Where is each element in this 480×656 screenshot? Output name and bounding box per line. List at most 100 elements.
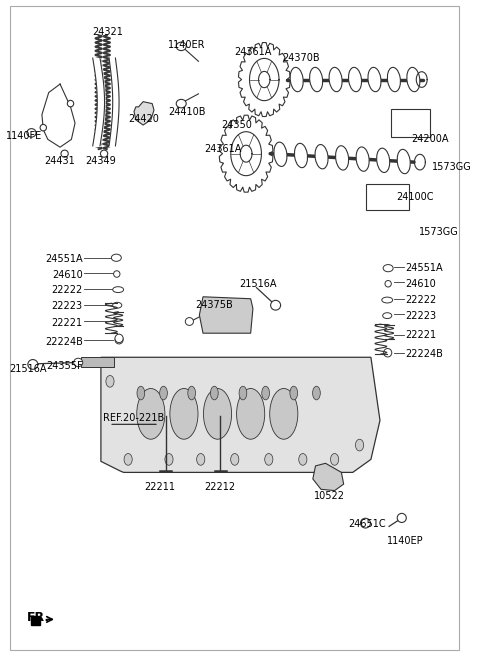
Polygon shape — [101, 358, 380, 472]
Ellipse shape — [294, 143, 308, 168]
Text: 22211: 22211 — [144, 482, 175, 493]
Ellipse shape — [115, 334, 123, 342]
Ellipse shape — [124, 453, 132, 465]
Text: 22222: 22222 — [51, 285, 83, 295]
Text: 24355F: 24355F — [46, 361, 83, 371]
Bar — [82, 358, 114, 367]
Text: 24651C: 24651C — [348, 520, 386, 529]
Text: 24375B: 24375B — [195, 300, 233, 310]
Ellipse shape — [40, 125, 47, 131]
Ellipse shape — [397, 150, 410, 174]
Text: 22223: 22223 — [405, 311, 436, 321]
Text: 22221: 22221 — [405, 329, 436, 340]
Text: 22224B: 22224B — [45, 337, 83, 347]
Ellipse shape — [114, 271, 120, 277]
Text: 1140EP: 1140EP — [386, 537, 423, 546]
Ellipse shape — [67, 100, 73, 107]
Ellipse shape — [137, 386, 144, 400]
Ellipse shape — [331, 453, 339, 465]
Ellipse shape — [239, 386, 247, 400]
Ellipse shape — [262, 386, 269, 400]
Ellipse shape — [271, 300, 281, 310]
Text: 21516A: 21516A — [10, 364, 47, 374]
Text: 24361A: 24361A — [234, 47, 272, 56]
Text: 24350: 24350 — [222, 120, 252, 130]
Ellipse shape — [312, 386, 320, 400]
Ellipse shape — [290, 68, 303, 92]
Ellipse shape — [61, 150, 68, 157]
Ellipse shape — [264, 453, 273, 465]
Text: REF.20-221B: REF.20-221B — [103, 413, 165, 422]
Ellipse shape — [315, 144, 328, 169]
Ellipse shape — [407, 68, 420, 92]
Ellipse shape — [270, 388, 298, 440]
Ellipse shape — [274, 142, 287, 167]
Text: 21516A: 21516A — [240, 279, 277, 289]
Text: 22224B: 22224B — [405, 349, 443, 359]
Ellipse shape — [165, 453, 173, 465]
Ellipse shape — [310, 68, 323, 92]
Ellipse shape — [231, 453, 239, 465]
Polygon shape — [313, 463, 344, 491]
Ellipse shape — [176, 42, 186, 51]
Ellipse shape — [111, 254, 121, 261]
Text: 22212: 22212 — [204, 482, 236, 493]
Bar — [32, 616, 40, 625]
Text: 10522: 10522 — [313, 491, 345, 501]
Bar — [391, 110, 430, 137]
Text: 24200A: 24200A — [411, 134, 449, 144]
Ellipse shape — [356, 440, 364, 451]
Ellipse shape — [384, 348, 392, 357]
Text: 1140ER: 1140ER — [168, 40, 206, 50]
Polygon shape — [134, 102, 154, 125]
Text: 24100C: 24100C — [396, 192, 433, 201]
Ellipse shape — [299, 453, 307, 465]
Ellipse shape — [113, 287, 123, 293]
Text: 24610: 24610 — [52, 270, 83, 279]
Ellipse shape — [188, 386, 195, 400]
Ellipse shape — [356, 147, 369, 171]
Ellipse shape — [137, 388, 165, 440]
Text: 24349: 24349 — [85, 156, 116, 166]
Ellipse shape — [385, 281, 391, 287]
Ellipse shape — [397, 514, 406, 522]
Text: 1573GG: 1573GG — [419, 227, 458, 237]
Text: 24321: 24321 — [92, 27, 123, 37]
Polygon shape — [199, 297, 253, 333]
Ellipse shape — [27, 129, 36, 137]
Ellipse shape — [211, 386, 218, 400]
Ellipse shape — [28, 359, 38, 369]
Ellipse shape — [106, 375, 114, 387]
Text: FR.: FR. — [27, 611, 50, 624]
Ellipse shape — [382, 297, 393, 303]
Ellipse shape — [383, 264, 393, 272]
Ellipse shape — [115, 335, 123, 344]
Ellipse shape — [170, 388, 198, 440]
Ellipse shape — [100, 150, 108, 157]
Ellipse shape — [377, 148, 390, 173]
Text: 22222: 22222 — [405, 295, 436, 305]
Ellipse shape — [360, 518, 371, 528]
Ellipse shape — [387, 68, 400, 92]
Ellipse shape — [204, 388, 231, 440]
Text: 24420: 24420 — [129, 113, 159, 123]
Text: 24610: 24610 — [405, 279, 436, 289]
Text: 22221: 22221 — [52, 318, 83, 328]
Text: 24551A: 24551A — [45, 254, 83, 264]
Ellipse shape — [368, 68, 381, 92]
Text: 24361A: 24361A — [205, 144, 242, 154]
Ellipse shape — [185, 318, 193, 325]
Ellipse shape — [113, 302, 122, 308]
Ellipse shape — [237, 388, 264, 440]
Text: 1140FE: 1140FE — [6, 131, 42, 141]
Ellipse shape — [290, 386, 298, 400]
Bar — [366, 184, 409, 210]
Ellipse shape — [348, 68, 361, 92]
Text: 24410B: 24410B — [168, 107, 206, 117]
Text: 22223: 22223 — [52, 301, 83, 311]
Ellipse shape — [176, 99, 186, 108]
Text: 1573GG: 1573GG — [432, 161, 472, 172]
Text: 24431: 24431 — [45, 156, 75, 166]
Ellipse shape — [197, 453, 205, 465]
Text: 24551A: 24551A — [405, 263, 443, 273]
